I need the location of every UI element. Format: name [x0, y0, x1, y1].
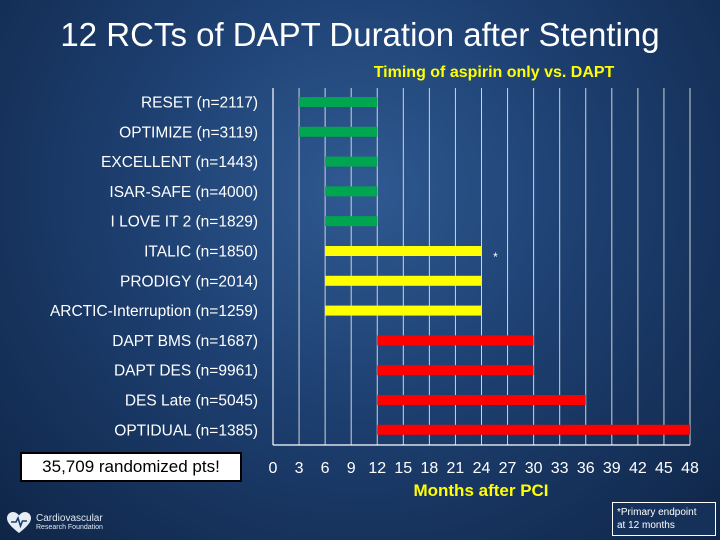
- crf-logo: Cardiovascular Research Foundation: [6, 510, 103, 536]
- bar-reset: [299, 97, 378, 107]
- randomized-patients-callout: 35,709 randomized pts!: [20, 452, 242, 482]
- x-tick-label: 0: [269, 460, 278, 477]
- slide-title: 12 RCTs of DAPT Duration after Stenting: [60, 16, 660, 53]
- x-tick-label: 15: [394, 460, 412, 477]
- bar-excellent: [325, 156, 378, 167]
- row-label: ITALIC (n=1850): [144, 244, 258, 261]
- bar-dapt-des: [377, 365, 534, 376]
- row-label: ARCTIC-Interruption (n=1259): [50, 303, 258, 320]
- x-tick-label: 39: [603, 460, 621, 477]
- x-tick-label: 27: [499, 460, 517, 477]
- bar-des-late: [377, 395, 586, 405]
- logo-text: Cardiovascular Research Foundation: [36, 514, 103, 532]
- x-tick-label: 12: [368, 460, 386, 477]
- row-label: ISAR-SAFE (n=4000): [109, 184, 258, 201]
- heart-icon: [7, 512, 31, 533]
- row-label: PRODIGY (n=2014): [120, 273, 258, 290]
- bar-optimize: [299, 126, 378, 137]
- bar-arctic-interruption: [325, 305, 482, 316]
- chart-tick-labels: 0 3 6 9 12 15 18 21 24 27 30 33 36 39 42 45 48: [269, 460, 699, 477]
- chart-bars: *: [299, 97, 690, 435]
- row-label: OPTIMIZE (n=3119): [119, 124, 258, 141]
- x-tick-label: 42: [629, 460, 647, 477]
- chart-grid: [298, 88, 691, 445]
- bar-optidual: [377, 424, 690, 435]
- x-tick-label: 30: [525, 460, 543, 477]
- x-tick-label: 48: [681, 460, 699, 477]
- row-label: EXCELLENT (n=1443): [101, 154, 258, 171]
- chart-row-labels: RESET (n=2117) OPTIMIZE (n=3119) EXCELLENT…: [50, 95, 258, 440]
- row-label: OPTIDUAL (n=1385): [114, 422, 258, 439]
- x-tick-label: 36: [577, 460, 595, 477]
- bar-prodigy: [325, 275, 482, 286]
- footnote-line-2: at 12 months: [617, 520, 675, 531]
- row-label: I LOVE IT 2 (n=1829): [111, 214, 258, 231]
- chart-subtitle: Timing of aspirin only vs. DAPT: [373, 64, 615, 81]
- x-tick-label: 6: [321, 460, 330, 477]
- x-axis-label: Months after PCI: [413, 481, 548, 500]
- bar-isar-safe: [325, 186, 378, 197]
- row-label: DAPT BMS (n=1687): [112, 333, 258, 350]
- x-tick-label: 3: [295, 460, 304, 477]
- x-tick-label: 45: [655, 460, 673, 477]
- primary-endpoint-marker: *: [493, 250, 498, 264]
- x-tick-label: 9: [347, 460, 356, 477]
- x-tick-label: 33: [551, 460, 569, 477]
- chart-axes: [272, 88, 690, 446]
- row-label: DES Late (n=5045): [125, 393, 258, 410]
- row-label: DAPT DES (n=9961): [114, 363, 258, 380]
- x-tick-label: 18: [420, 460, 438, 477]
- x-tick-label: 24: [473, 460, 491, 477]
- footnote-line-1: *Primary endpoint: [617, 507, 697, 518]
- x-tick-label: 21: [447, 460, 465, 477]
- logo-line-2: Research Foundation: [36, 524, 103, 531]
- bar-dapt-bms: [377, 335, 534, 346]
- row-label: RESET (n=2117): [141, 95, 258, 112]
- bar-i-love-it-2: [325, 216, 378, 227]
- logo-line-1: Cardiovascular: [36, 513, 103, 524]
- bar-italic: [325, 246, 482, 256]
- primary-endpoint-footnote: *Primary endpoint at 12 months: [612, 502, 716, 536]
